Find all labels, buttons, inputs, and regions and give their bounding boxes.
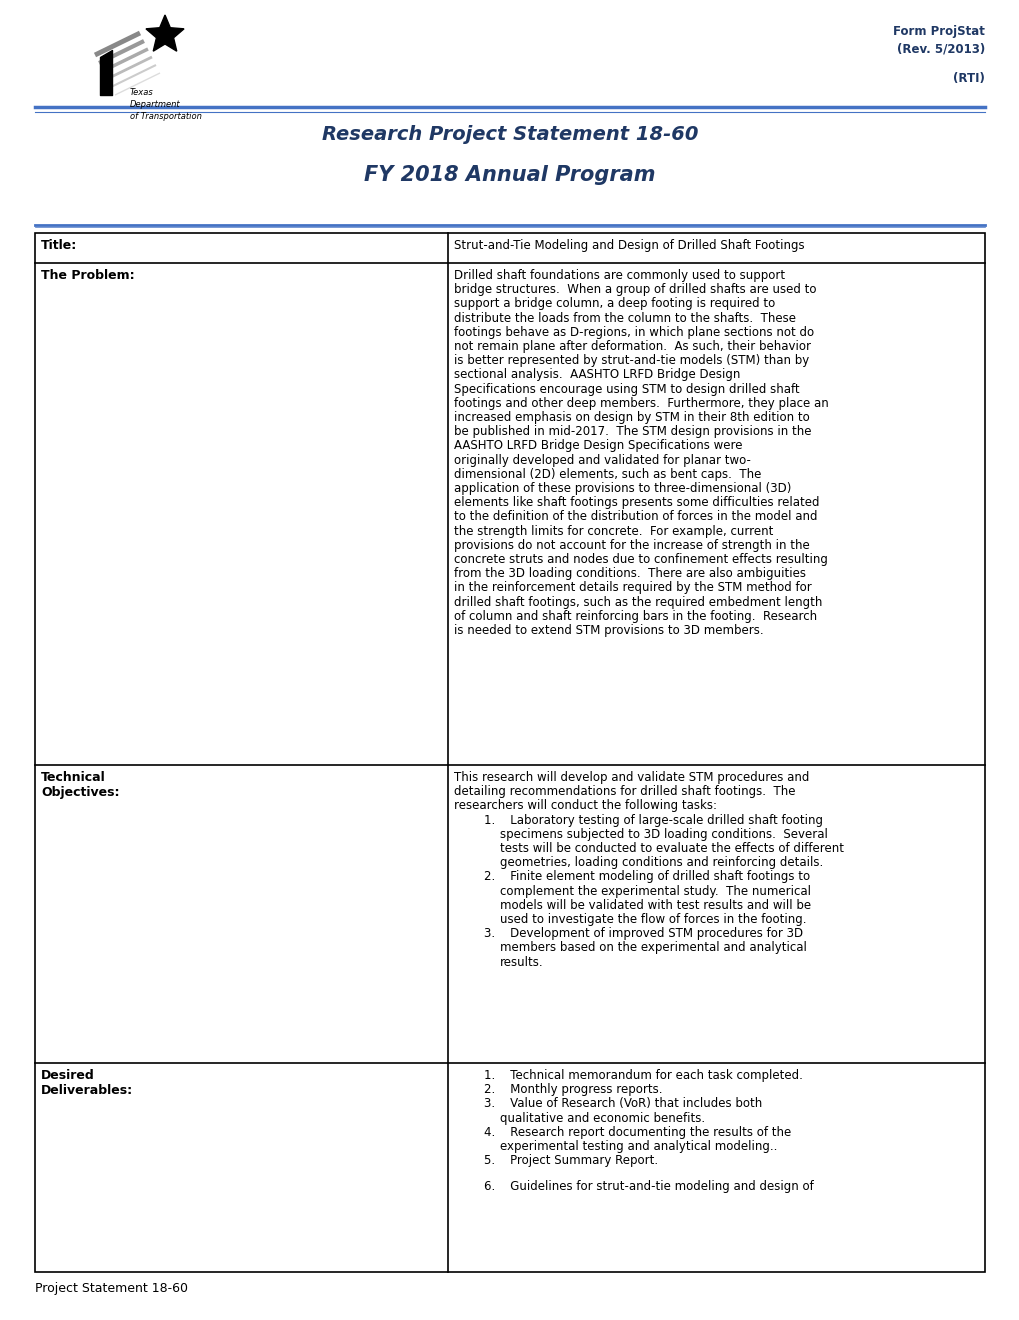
Text: provisions do not account for the increase of strength in the: provisions do not account for the increa…	[453, 539, 809, 552]
Text: 2.    Finite element modeling of drilled shaft footings to: 2. Finite element modeling of drilled sh…	[484, 870, 809, 883]
Text: (RTI): (RTI)	[952, 73, 984, 84]
Text: be published in mid-2017.  The STM design provisions in the: be published in mid-2017. The STM design…	[453, 425, 811, 438]
Text: results.: results.	[499, 956, 543, 969]
Text: Texas
Department
of Transportation: Texas Department of Transportation	[129, 88, 202, 120]
Text: drilled shaft footings, such as the required embedment length: drilled shaft footings, such as the requ…	[453, 595, 821, 609]
Text: Specifications encourage using STM to design drilled shaft: Specifications encourage using STM to de…	[453, 383, 799, 396]
Text: complement the experimental study.  The numerical: complement the experimental study. The n…	[499, 884, 810, 898]
Text: elements like shaft footings presents some difficulties related: elements like shaft footings presents so…	[453, 496, 819, 510]
Text: to the definition of the distribution of forces in the model and: to the definition of the distribution of…	[453, 511, 817, 524]
Text: AASHTO LRFD Bridge Design Specifications were: AASHTO LRFD Bridge Design Specifications…	[453, 440, 742, 453]
Text: in the reinforcement details required by the STM method for: in the reinforcement details required by…	[453, 581, 811, 594]
Text: Research Project Statement 18-60: Research Project Statement 18-60	[321, 125, 698, 144]
Text: 5.    Project Summary Report.: 5. Project Summary Report.	[484, 1154, 657, 1167]
Text: 4.    Research report documenting the results of the: 4. Research report documenting the resul…	[484, 1126, 791, 1139]
Text: (Rev. 5/2013): (Rev. 5/2013)	[896, 42, 984, 55]
Text: bridge structures.  When a group of drilled shafts are used to: bridge structures. When a group of drill…	[453, 284, 816, 296]
Text: models will be validated with test results and will be: models will be validated with test resul…	[499, 899, 810, 912]
Text: Drilled shaft foundations are commonly used to support: Drilled shaft foundations are commonly u…	[453, 269, 785, 282]
Text: footings behave as D-regions, in which plane sections not do: footings behave as D-regions, in which p…	[453, 326, 813, 339]
Text: members based on the experimental and analytical: members based on the experimental and an…	[499, 941, 806, 954]
Text: distribute the loads from the column to the shafts.  These: distribute the loads from the column to …	[453, 312, 796, 325]
Text: researchers will conduct the following tasks:: researchers will conduct the following t…	[453, 800, 716, 812]
Text: 1.    Laboratory testing of large-scale drilled shaft footing: 1. Laboratory testing of large-scale dri…	[484, 813, 822, 826]
Text: tests will be conducted to evaluate the effects of different: tests will be conducted to evaluate the …	[499, 842, 844, 855]
Text: Form ProjStat: Form ProjStat	[893, 25, 984, 38]
Text: of column and shaft reinforcing bars in the footing.  Research: of column and shaft reinforcing bars in …	[453, 610, 816, 623]
Text: experimental testing and analytical modeling..: experimental testing and analytical mode…	[499, 1140, 776, 1152]
Text: This research will develop and validate STM procedures and: This research will develop and validate …	[453, 771, 809, 784]
Text: concrete struts and nodes due to confinement effects resulting: concrete struts and nodes due to confine…	[453, 553, 827, 566]
Text: Technical: Technical	[41, 771, 106, 784]
Bar	[35, 234, 984, 1272]
Text: The Problem:: The Problem:	[41, 269, 135, 282]
Text: 6.    Guidelines for strut-and-tie modeling and design of: 6. Guidelines for strut-and-tie modeling…	[484, 1180, 813, 1193]
Text: the strength limits for concrete.  For example, current: the strength limits for concrete. For ex…	[453, 524, 772, 537]
Text: 1.    Technical memorandum for each task completed.: 1. Technical memorandum for each task co…	[484, 1069, 802, 1082]
Text: footings and other deep members.  Furthermore, they place an: footings and other deep members. Further…	[453, 397, 828, 409]
Text: from the 3D loading conditions.  There are also ambiguities: from the 3D loading conditions. There ar…	[453, 568, 805, 581]
Text: support a bridge column, a deep footing is required to: support a bridge column, a deep footing …	[453, 297, 774, 310]
Text: specimens subjected to 3D loading conditions.  Several: specimens subjected to 3D loading condit…	[499, 828, 827, 841]
Text: originally developed and validated for planar two-: originally developed and validated for p…	[453, 454, 750, 466]
Text: Desired: Desired	[41, 1069, 95, 1082]
Text: is needed to extend STM provisions to 3D members.: is needed to extend STM provisions to 3D…	[453, 624, 763, 638]
Polygon shape	[146, 15, 183, 51]
Text: increased emphasis on design by STM in their 8th edition to: increased emphasis on design by STM in t…	[453, 411, 809, 424]
Text: Title:: Title:	[41, 239, 77, 252]
Text: geometries, loading conditions and reinforcing details.: geometries, loading conditions and reinf…	[499, 857, 822, 869]
Text: detailing recommendations for drilled shaft footings.  The: detailing recommendations for drilled sh…	[453, 785, 795, 799]
Text: not remain plane after deformation.  As such, their behavior: not remain plane after deformation. As s…	[453, 341, 810, 352]
Text: Objectives:: Objectives:	[41, 785, 119, 799]
Text: Deliverables:: Deliverables:	[41, 1084, 133, 1097]
Text: 3.    Value of Research (VoR) that includes both: 3. Value of Research (VoR) that includes…	[484, 1097, 762, 1110]
Text: FY 2018 Annual Program: FY 2018 Annual Program	[364, 165, 655, 185]
Text: sectional analysis.  AASHTO LRFD Bridge Design: sectional analysis. AASHTO LRFD Bridge D…	[453, 368, 740, 381]
Text: 2.    Monthly progress reports.: 2. Monthly progress reports.	[484, 1084, 662, 1096]
Text: dimensional (2D) elements, such as bent caps.  The: dimensional (2D) elements, such as bent …	[453, 467, 761, 480]
Text: Project Statement 18-60: Project Statement 18-60	[35, 1282, 187, 1295]
Text: 3.    Development of improved STM procedures for 3D: 3. Development of improved STM procedure…	[484, 927, 803, 940]
Text: used to investigate the flow of forces in the footing.: used to investigate the flow of forces i…	[499, 913, 806, 927]
Text: Strut-and-Tie Modeling and Design of Drilled Shaft Footings: Strut-and-Tie Modeling and Design of Dri…	[453, 239, 804, 252]
Text: application of these provisions to three-dimensional (3D): application of these provisions to three…	[453, 482, 791, 495]
Text: qualitative and economic benefits.: qualitative and economic benefits.	[499, 1111, 705, 1125]
Text: is better represented by strut-and-tie models (STM) than by: is better represented by strut-and-tie m…	[453, 354, 809, 367]
